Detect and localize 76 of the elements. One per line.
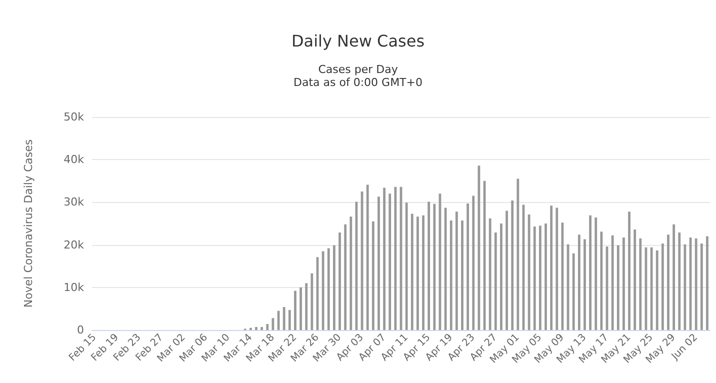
y-tick-label: 20k bbox=[64, 238, 85, 252]
bar bbox=[455, 212, 458, 330]
bar bbox=[272, 318, 274, 330]
bar bbox=[578, 234, 580, 330]
bar bbox=[544, 224, 547, 330]
bar bbox=[327, 248, 330, 330]
bar bbox=[488, 218, 492, 330]
bar bbox=[428, 202, 430, 330]
bar bbox=[594, 218, 598, 330]
y-axis-title: Novel Coronavirus Daily Cases bbox=[22, 139, 35, 308]
bar bbox=[461, 220, 464, 330]
bar bbox=[322, 251, 324, 330]
bar bbox=[410, 214, 414, 330]
bar bbox=[661, 244, 664, 330]
bar bbox=[500, 224, 502, 330]
bar bbox=[667, 234, 670, 330]
bar bbox=[450, 220, 452, 330]
bar bbox=[422, 215, 424, 330]
bar bbox=[478, 166, 480, 330]
bar bbox=[310, 273, 314, 330]
bar bbox=[350, 216, 352, 330]
bar bbox=[533, 226, 536, 330]
bar bbox=[656, 250, 658, 330]
bar bbox=[639, 238, 642, 330]
bar bbox=[616, 245, 620, 330]
bar bbox=[528, 214, 530, 330]
bar bbox=[266, 324, 269, 330]
bar bbox=[600, 232, 603, 330]
bar bbox=[378, 196, 380, 330]
bar bbox=[332, 245, 336, 330]
bar bbox=[694, 238, 698, 330]
bar bbox=[338, 232, 341, 330]
bar bbox=[572, 253, 575, 330]
bar bbox=[516, 178, 520, 330]
bar bbox=[506, 210, 508, 330]
bar bbox=[300, 287, 302, 330]
bar bbox=[672, 224, 676, 330]
chart-subtitle: Cases per Day Data as of 0:00 GMT+0 bbox=[294, 63, 422, 89]
bar bbox=[556, 208, 558, 330]
bar bbox=[405, 202, 408, 330]
bar bbox=[366, 184, 369, 330]
bar bbox=[684, 244, 686, 330]
bar bbox=[472, 196, 475, 330]
bar bbox=[494, 232, 497, 330]
bar bbox=[611, 235, 614, 330]
bar bbox=[511, 200, 514, 330]
bar bbox=[394, 186, 397, 330]
y-tick-label: 50k bbox=[64, 110, 85, 124]
bar bbox=[372, 221, 374, 330]
bar bbox=[260, 327, 264, 330]
bar bbox=[538, 226, 542, 330]
bar bbox=[466, 203, 470, 330]
y-tick-label: 0 bbox=[77, 324, 84, 336]
bar bbox=[700, 244, 703, 330]
bar bbox=[294, 290, 296, 330]
bar bbox=[305, 283, 308, 330]
bar bbox=[622, 238, 625, 330]
bar bbox=[255, 327, 258, 330]
y-tick-label: 40k bbox=[64, 153, 85, 166]
bar bbox=[288, 310, 291, 330]
bar bbox=[550, 206, 553, 330]
bar bbox=[584, 239, 586, 330]
chart-title: Daily New Cases bbox=[291, 32, 425, 50]
bar bbox=[282, 306, 286, 330]
bar bbox=[678, 232, 681, 330]
bar bbox=[589, 215, 592, 330]
bar bbox=[388, 194, 392, 330]
y-tick-label: 30k bbox=[64, 196, 85, 209]
y-tick-label: 10k bbox=[64, 280, 85, 294]
bar bbox=[416, 216, 419, 330]
bar bbox=[634, 229, 636, 330]
bar bbox=[383, 188, 386, 330]
bar bbox=[344, 224, 347, 330]
bar bbox=[706, 236, 708, 330]
bar bbox=[628, 212, 630, 330]
bar bbox=[433, 204, 436, 330]
